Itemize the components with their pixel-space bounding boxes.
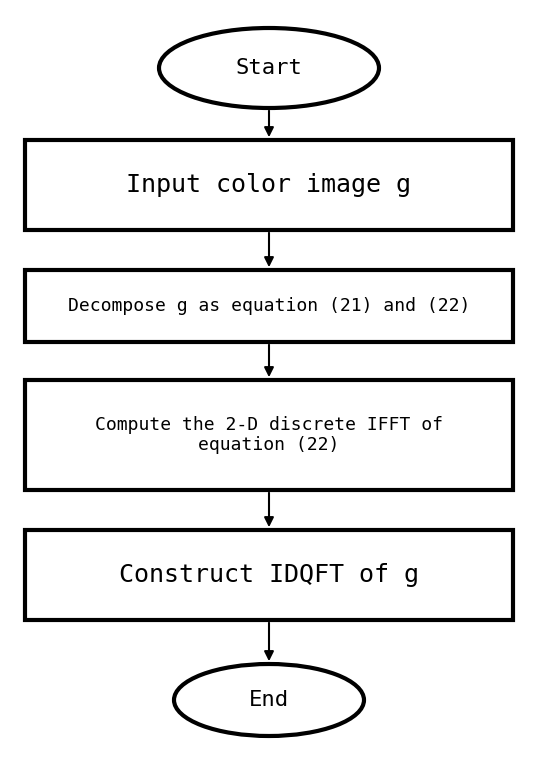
Ellipse shape (174, 664, 364, 736)
Bar (25, 530, 513, 620)
Bar (25, 140, 513, 230)
Text: Decompose g as equation (21) and (22): Decompose g as equation (21) and (22) (68, 297, 470, 315)
Ellipse shape (159, 28, 379, 108)
Bar (25, 270, 513, 342)
Text: Compute the 2-D discrete IFFT of
equation (22): Compute the 2-D discrete IFFT of equatio… (95, 415, 443, 455)
Text: End: End (249, 690, 289, 710)
Bar (25, 380, 513, 490)
Text: Start: Start (236, 58, 302, 78)
Text: Construct IDQFT of g: Construct IDQFT of g (119, 563, 419, 587)
Text: Input color image g: Input color image g (126, 173, 412, 197)
